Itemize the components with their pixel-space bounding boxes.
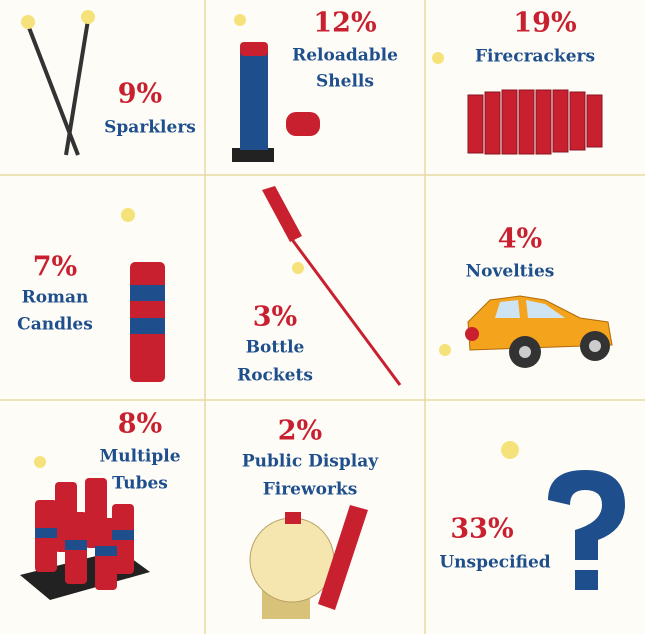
percent: 12%	[313, 8, 376, 39]
label: Candles	[17, 315, 93, 335]
percent: 2%	[278, 416, 322, 447]
percent: 7%	[33, 252, 77, 283]
label: Fireworks	[263, 480, 358, 500]
label: Roman	[22, 288, 89, 308]
bottle-rocket-icon	[262, 186, 402, 386]
label: Unspecified	[439, 553, 550, 573]
percent: 8%	[118, 409, 162, 440]
label: Multiple	[99, 447, 180, 467]
novelties-icon	[439, 295, 613, 368]
label: Reloadable	[292, 46, 398, 66]
percent: 9%	[118, 79, 162, 110]
percent: 4%	[498, 224, 542, 255]
label: Firecrackers	[475, 47, 595, 67]
label: Sparklers	[104, 118, 196, 138]
shells-icon	[232, 14, 320, 162]
percent: 33%	[450, 514, 513, 545]
label: Shells	[316, 72, 374, 92]
unspecified-icon	[501, 441, 625, 590]
label: Tubes	[112, 474, 168, 494]
label: Novelties	[466, 262, 555, 282]
multiple-tubes-icon	[20, 456, 150, 600]
label: Rockets	[237, 366, 313, 386]
roman-candle-icon	[121, 208, 165, 382]
label: Bottle	[246, 338, 305, 358]
percent: 3%	[253, 302, 297, 333]
percent: 19%	[513, 8, 576, 39]
public-display-icon	[249, 505, 368, 619]
labels: 9% Sparklers 12% Reloadable Shells 19% F…	[17, 8, 595, 573]
sparklers-icon	[21, 10, 95, 156]
firecrackers-icon	[432, 52, 603, 155]
label: Public Display	[242, 452, 379, 472]
